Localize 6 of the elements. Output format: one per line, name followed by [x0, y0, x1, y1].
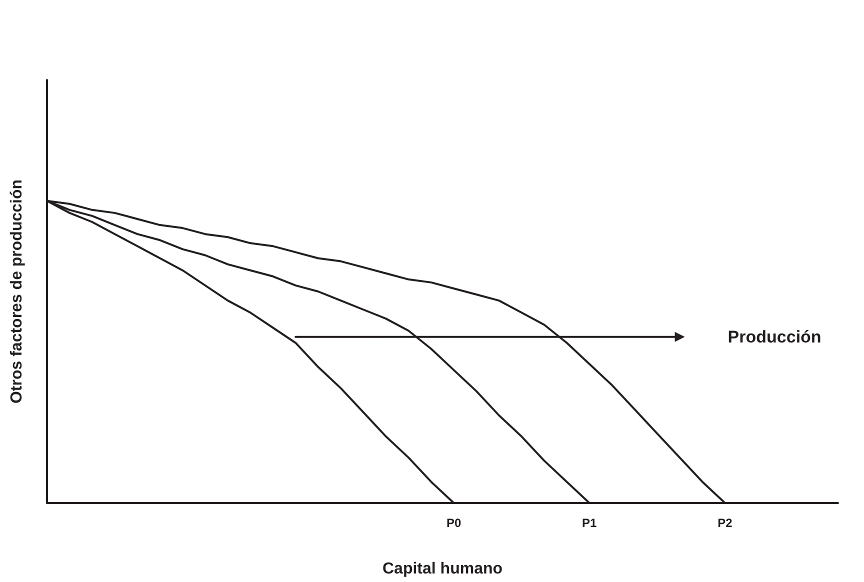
- x-tick-label: P0: [446, 516, 462, 530]
- x-tick-label: P1: [582, 516, 598, 530]
- x-tick-label: P2: [718, 516, 733, 530]
- x-axis-title: Capital humano: [382, 560, 503, 578]
- annotation: Producción: [728, 327, 822, 346]
- y-axis-title: Otros factores de producción: [8, 179, 26, 404]
